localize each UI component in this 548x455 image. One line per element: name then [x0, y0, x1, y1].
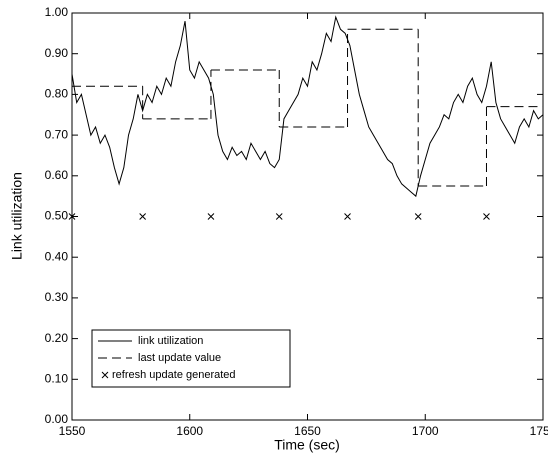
x-axis-title: Time (sec) — [274, 437, 340, 453]
y-tick-label: 0.20 — [45, 331, 69, 345]
y-tick-label: 0.30 — [45, 290, 69, 304]
legend-box — [91, 329, 291, 388]
y-tick-label: 1.00 — [45, 5, 69, 19]
legend-label: last update value — [138, 352, 221, 364]
x-tick-label: 1600 — [176, 424, 203, 438]
refresh-marker — [207, 213, 215, 220]
y-tick-label: 0.10 — [45, 371, 69, 385]
x-tick-label: 1550 — [59, 424, 86, 438]
refresh-marker — [483, 213, 490, 220]
refresh-marker — [414, 213, 422, 220]
y-axis-title: Link utilization — [9, 172, 25, 260]
y-tick-label: 0.60 — [45, 168, 69, 182]
legend-symbol — [101, 371, 109, 379]
refresh-marker — [68, 213, 76, 220]
legend: link utilization last update value refresh… — [91, 329, 291, 388]
utilization-line — [71, 15, 544, 198]
refresh-marker — [344, 213, 351, 220]
x-tick-label: 1700 — [412, 424, 439, 438]
refresh-marker — [139, 213, 147, 220]
refresh-marker — [275, 213, 283, 220]
x-tick-label: 1750 — [530, 424, 548, 438]
y-tick-label: 0.00 — [45, 412, 69, 426]
y-tick-label: 0.90 — [45, 46, 69, 60]
legend-label: link utilization — [138, 335, 203, 347]
legend-label: refresh update generated — [112, 369, 236, 381]
x-tick-label: 1650 — [294, 424, 321, 438]
y-tick-label: 0.80 — [45, 87, 69, 101]
y-tick-label: 0.40 — [45, 249, 69, 263]
y-tick-label: 0.70 — [45, 127, 69, 141]
y-tick-label: 0.50 — [45, 209, 69, 223]
